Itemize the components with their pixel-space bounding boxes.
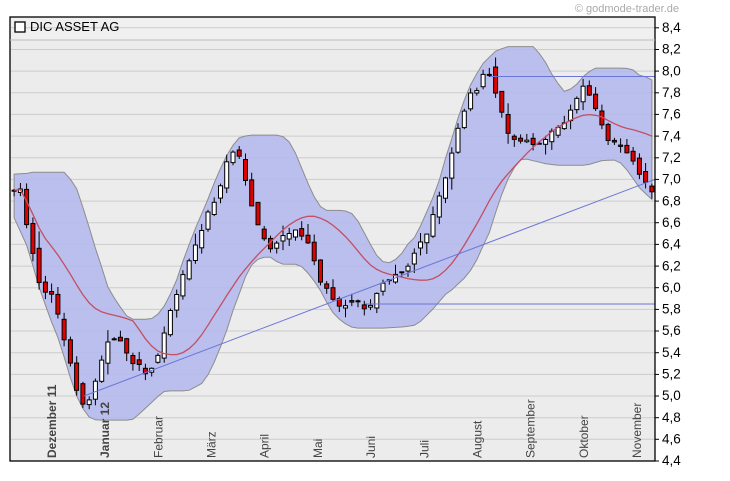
svg-text:6,6: 6,6	[662, 215, 681, 230]
svg-text:5,6: 5,6	[662, 323, 681, 338]
svg-text:6,0: 6,0	[662, 280, 681, 295]
svg-text:September: September	[524, 399, 538, 458]
svg-text:7,6: 7,6	[662, 107, 681, 122]
svg-text:8,4: 8,4	[662, 20, 681, 35]
svg-text:März: März	[205, 431, 219, 458]
svg-text:Juli: Juli	[417, 440, 431, 458]
svg-text:Januar 12: Januar 12	[98, 402, 112, 458]
svg-text:5,4: 5,4	[662, 345, 681, 360]
svg-text:7,4: 7,4	[662, 128, 681, 143]
svg-text:4,4: 4,4	[662, 453, 681, 468]
svg-text:8,2: 8,2	[662, 42, 681, 57]
svg-text:Juni: Juni	[364, 436, 378, 458]
svg-text:Oktober: Oktober	[577, 415, 591, 458]
svg-text:Mai: Mai	[311, 439, 325, 458]
svg-text:5,0: 5,0	[662, 388, 681, 403]
svg-text:4,6: 4,6	[662, 432, 681, 447]
svg-text:6,4: 6,4	[662, 237, 681, 252]
svg-text:April: April	[258, 434, 272, 458]
svg-text:7,8: 7,8	[662, 85, 681, 100]
svg-text:Februar: Februar	[151, 416, 165, 458]
svg-text:4,8: 4,8	[662, 410, 681, 425]
svg-text:6,2: 6,2	[662, 258, 681, 273]
svg-text:© godmode-trader.de: © godmode-trader.de	[575, 3, 679, 15]
svg-text:7,2: 7,2	[662, 150, 681, 165]
svg-text:6,8: 6,8	[662, 193, 681, 208]
svg-text:5,2: 5,2	[662, 367, 681, 382]
svg-text:August: August	[471, 420, 485, 458]
svg-text:7,0: 7,0	[662, 172, 681, 187]
svg-text:DIC ASSET AG: DIC ASSET AG	[30, 19, 119, 34]
svg-text:November: November	[630, 403, 644, 458]
svg-text:Dezember 11: Dezember 11	[45, 384, 59, 458]
svg-text:5,8: 5,8	[662, 302, 681, 317]
svg-text:8,0: 8,0	[662, 63, 681, 78]
